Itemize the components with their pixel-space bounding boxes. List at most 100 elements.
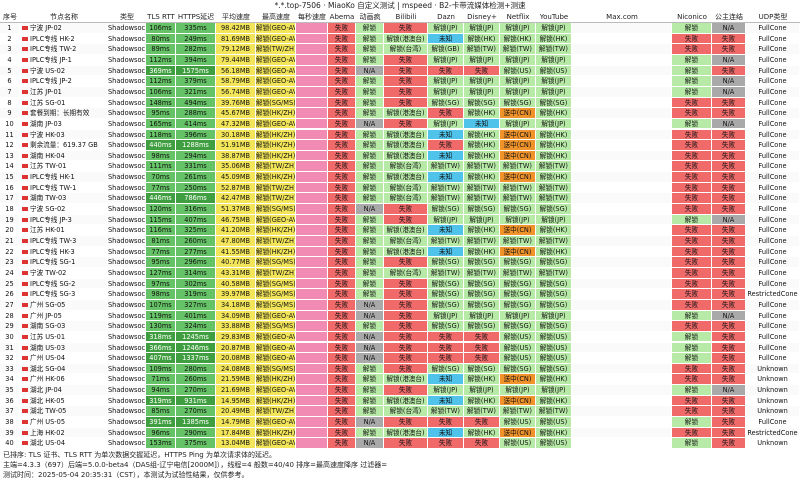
unlock-dazn: 失败 xyxy=(428,140,464,151)
unlock-netflix: 送中(CN) xyxy=(500,172,536,183)
node-name: IPLC专线 TW-1 xyxy=(20,182,108,194)
unlock-nico: 失败 xyxy=(672,278,712,290)
unlock-bili: 失败 xyxy=(384,353,428,364)
unlock-maxcom xyxy=(572,44,672,55)
unlock-pcr: 失败 xyxy=(712,321,746,332)
unlock-bili: 失败 xyxy=(384,65,428,77)
udp-type: FullCone xyxy=(746,204,800,215)
unlock-disney: 解锁(HK) xyxy=(464,395,500,407)
udp-type: FullCone xyxy=(746,214,800,226)
tls-rtt: 127ms xyxy=(146,267,176,279)
unlock-yt: 解锁(JP) xyxy=(536,23,572,34)
unlock-nico: 失败 xyxy=(672,97,712,109)
unlock-yt: 解锁(HK) xyxy=(536,225,572,236)
node-name: 湖南 JP-03 xyxy=(20,118,108,130)
node-name-text: 湖南 SG-03 xyxy=(30,322,66,331)
unlock-nico: 失败 xyxy=(672,193,712,205)
unlock-nico: 失败 xyxy=(672,299,712,311)
unlock-netflix: 解锁(SG) xyxy=(500,257,536,268)
row-index: 7 xyxy=(0,86,20,98)
unlock-dazn: 解锁(GB) xyxy=(428,44,464,55)
udp-type: FullCone xyxy=(746,140,800,151)
udp-type: FullCone xyxy=(746,267,800,279)
tls-rtt: 115ms xyxy=(146,214,176,226)
node-type: Shadowsocks xyxy=(108,108,146,119)
unlock-disney: 失败 xyxy=(464,353,500,364)
unlock-anime: 解锁 xyxy=(356,193,384,205)
unlock-nico: 失败 xyxy=(672,236,712,247)
table-header: 序号 节点名称 类型 TLS RTT HTTPS延迟 平均速度 最高速度 每秒速… xyxy=(0,11,800,23)
max-speed: 解锁(GEO-AVAILABILITY/JAPAN) xyxy=(256,438,296,449)
unlock-nico: 失败 xyxy=(672,161,712,173)
unlock-bili: 解锁(港澳台) xyxy=(384,172,428,183)
row-index: 39 xyxy=(0,427,20,439)
node-type: Shadowsocks xyxy=(108,395,146,407)
flag-icon xyxy=(22,79,28,84)
row-index: 18 xyxy=(0,204,20,215)
row-index: 20 xyxy=(0,225,20,236)
avg-speed: 17.84MB xyxy=(216,427,256,439)
avg-speed: 45.09MB xyxy=(216,172,256,183)
speed-sparkline xyxy=(296,118,328,130)
unlock-pcr: N/A xyxy=(712,118,746,130)
unlock-bili: 失败 xyxy=(384,417,428,428)
udp-type: Unknown xyxy=(746,374,800,386)
max-speed: 解锁(HK/ZH) xyxy=(256,172,296,183)
unlock-nico: 解锁 xyxy=(672,342,712,354)
unlock-disney: 解锁(HK) xyxy=(464,225,500,236)
tls-rtt: 153ms xyxy=(146,438,176,449)
flag-icon xyxy=(22,26,28,30)
unlock-dazn: 解锁(SG) xyxy=(428,321,464,332)
max-speed: 解锁(GEO-AVAILABILITY/JAPAN) xyxy=(256,331,296,343)
unlock-anime: 解锁 xyxy=(356,76,384,87)
unlock-netflix: 送中(CN) xyxy=(500,140,536,151)
speed-sparkline xyxy=(296,76,328,87)
unlock-netflix: 解锁(JP) xyxy=(500,23,536,34)
unlock-yt: 解锁(JP) xyxy=(536,86,572,98)
max-speed: 解锁(GEO-AVAILABILITY/JAPAN) xyxy=(256,76,296,87)
unlock-disney: 解锁(SG) xyxy=(464,289,500,300)
node-name: 湖北 JP-04 xyxy=(20,385,108,396)
table-row: 16 IPLC专线 TW-1 Shadowsocks77ms250ms52.87MB… xyxy=(0,182,800,194)
unlock-abema: 失败 xyxy=(328,363,356,375)
unlock-pcr: N/A xyxy=(712,310,746,322)
row-index: 12 xyxy=(0,140,20,151)
unlock-maxcom xyxy=(572,331,672,343)
https-latency: 494ms xyxy=(176,97,216,109)
unlock-abema: 失败 xyxy=(328,33,356,45)
table-row: 7江苏 JP-01Shadowsocks106ms321ms56.74MB解锁(… xyxy=(0,86,800,98)
unlock-abema: 失败 xyxy=(328,353,356,364)
unlock-maxcom xyxy=(572,438,672,449)
node-name-text: 上海 HK-02 xyxy=(30,428,65,437)
unlock-bili: 解锁(台湾) xyxy=(384,406,428,418)
node-name: 江苏 US-01 xyxy=(20,331,108,343)
unlock-pcr: 失败 xyxy=(712,427,746,439)
speed-sparkline xyxy=(296,353,328,364)
unlock-pcr: 失败 xyxy=(712,161,746,173)
udp-type: FullCone xyxy=(746,417,800,428)
unlock-bili: 失败 xyxy=(384,310,428,322)
unlock-pcr: 失败 xyxy=(712,172,746,183)
speed-sparkline xyxy=(296,438,328,449)
unlock-disney: 解锁(HK) xyxy=(464,246,500,258)
unlock-maxcom xyxy=(572,417,672,428)
unlock-maxcom xyxy=(572,182,672,194)
https-latency: 1575ms xyxy=(176,65,216,77)
col-bilibili: Bilibili xyxy=(395,13,417,21)
unlock-abema: 失败 xyxy=(328,310,356,322)
unlock-netflix: 送中(CN) xyxy=(500,374,536,386)
unlock-netflix: 解锁(TW) xyxy=(500,44,536,55)
avg-speed: 43.31MB xyxy=(216,267,256,279)
flag-icon xyxy=(22,441,28,446)
unlock-dazn: 失败 xyxy=(428,353,464,364)
https-latency: 316ms xyxy=(176,204,216,215)
https-latency: 321ms xyxy=(176,86,216,98)
unlock-nico: 解锁 xyxy=(672,54,712,66)
unlock-dazn: 未知 xyxy=(428,246,464,258)
unlock-yt: 解锁(TW) xyxy=(536,406,572,418)
unlock-pcr: 失败 xyxy=(712,331,746,343)
avg-speed: 24.08MB xyxy=(216,363,256,375)
unlock-yt: 解锁(JP) xyxy=(536,54,572,66)
